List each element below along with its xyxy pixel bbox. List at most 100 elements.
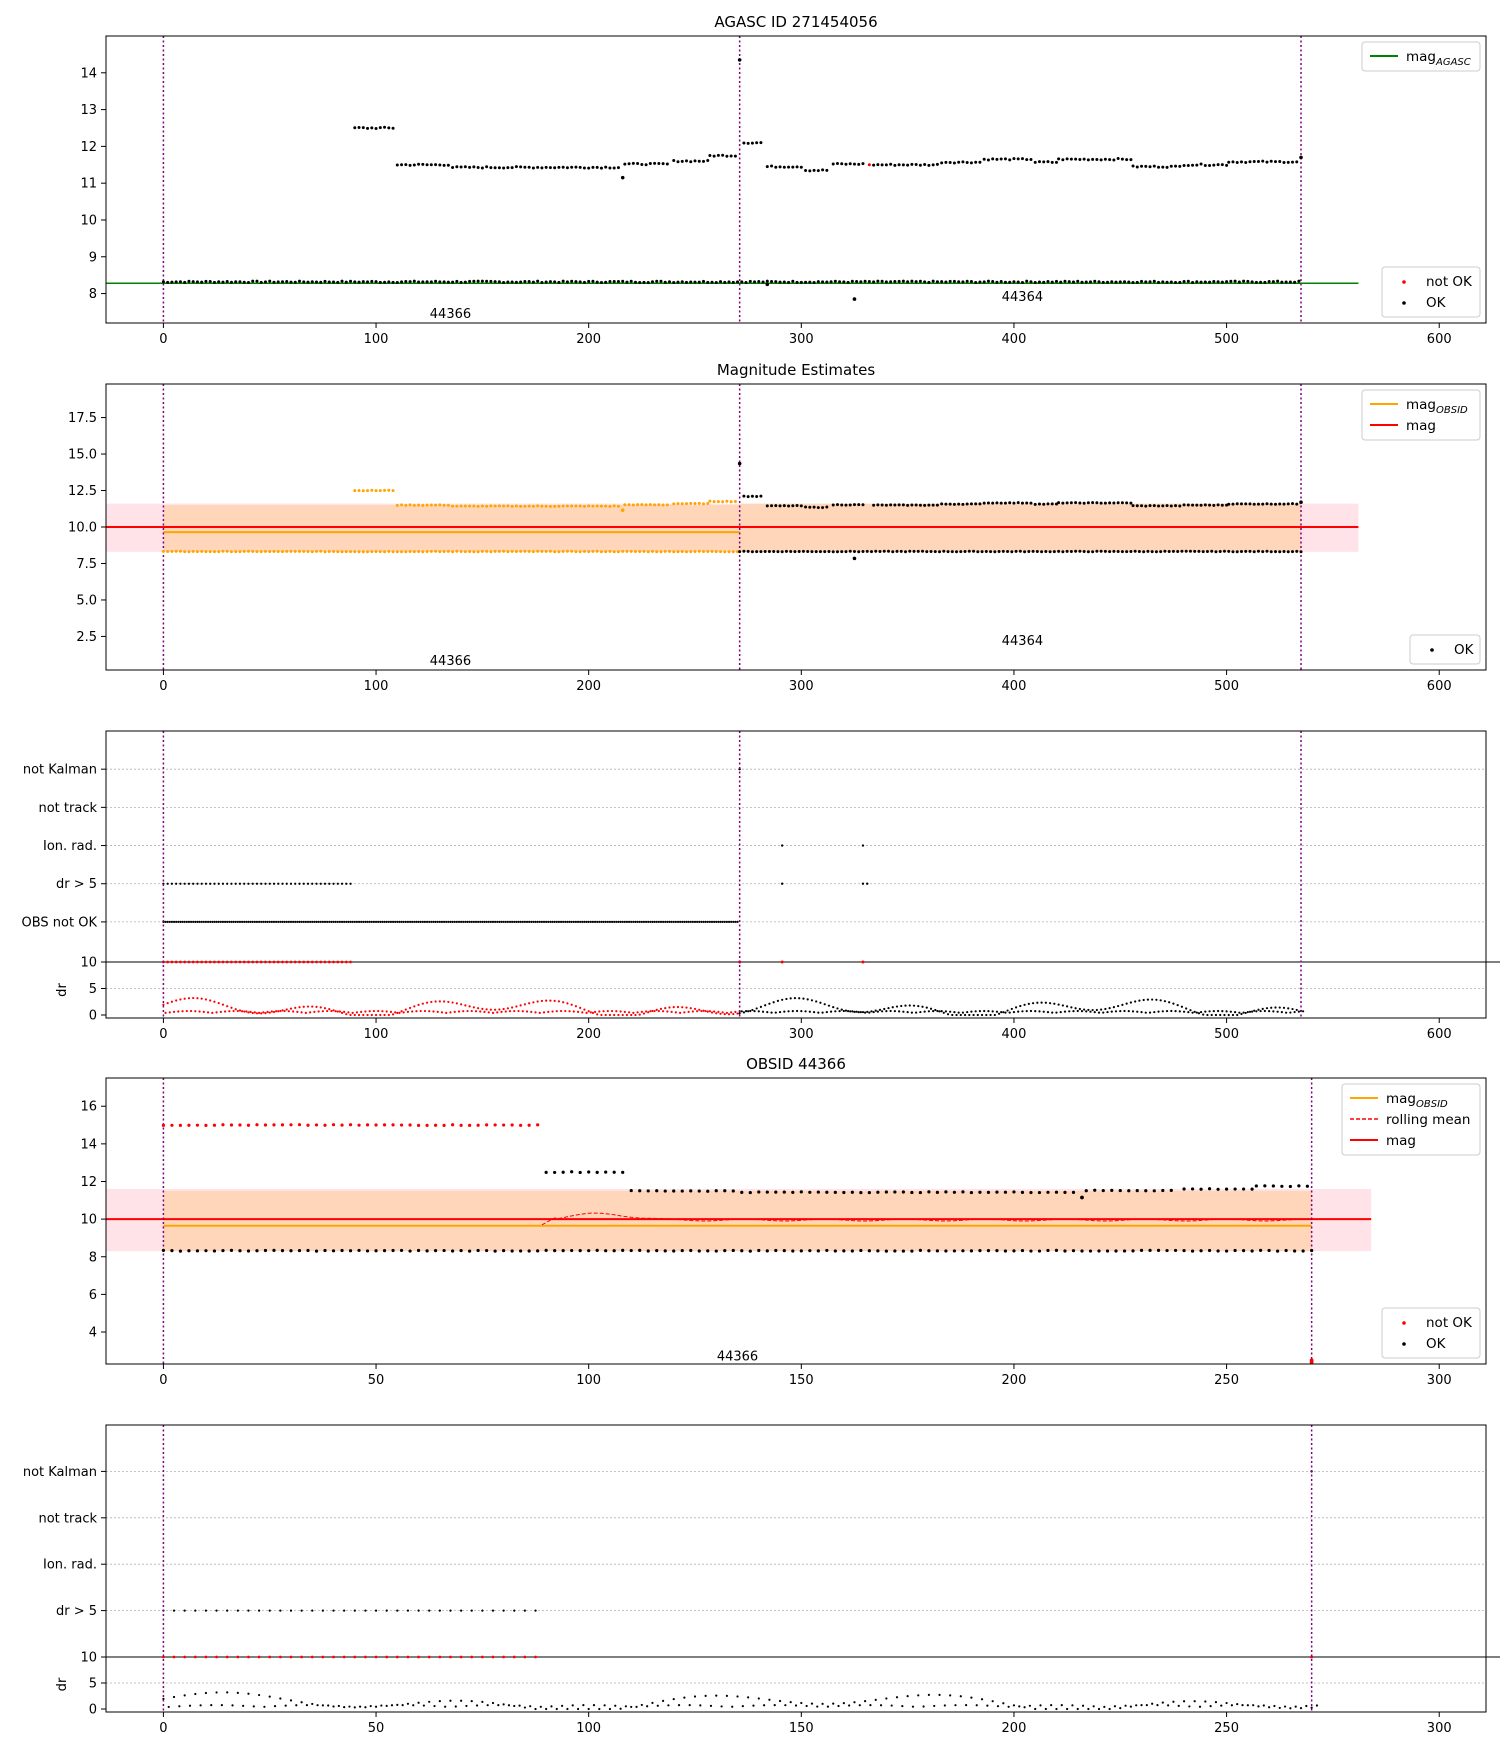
dr-point xyxy=(1172,1700,1175,1703)
data-point xyxy=(1031,549,1035,553)
data-point xyxy=(442,163,446,167)
flag-point xyxy=(396,1609,399,1612)
data-point xyxy=(770,164,774,168)
dr-point xyxy=(1202,1013,1205,1016)
dr-point xyxy=(640,1703,643,1707)
dr-point xyxy=(700,1009,703,1013)
data-point xyxy=(417,162,421,166)
flag-point xyxy=(328,882,331,885)
data-point xyxy=(1084,280,1088,284)
dr-point xyxy=(900,1004,903,1008)
dr-point xyxy=(425,1001,429,1004)
legend-label-text: mag xyxy=(1406,49,1436,65)
data-point xyxy=(986,279,990,283)
data-point xyxy=(234,550,238,554)
data-point xyxy=(1241,1249,1246,1253)
dr-point xyxy=(369,1704,372,1708)
dr-capped-point xyxy=(449,1655,452,1659)
data-point xyxy=(636,161,640,165)
dr-point xyxy=(513,1009,516,1013)
dr-point xyxy=(462,1010,465,1013)
data-point xyxy=(1140,279,1144,283)
data-point xyxy=(967,549,971,553)
data-point xyxy=(527,1123,531,1127)
dr-point xyxy=(917,1004,920,1008)
data-point xyxy=(940,161,944,165)
dr-point xyxy=(525,1010,529,1013)
x-tick-label: 250 xyxy=(1214,1721,1239,1736)
dr-point xyxy=(1061,1004,1064,1007)
data-point xyxy=(952,502,956,506)
data-point xyxy=(599,280,603,284)
y-tick-label: 15.0 xyxy=(68,448,97,463)
dr-point xyxy=(741,1705,744,1708)
x-tick-label: 200 xyxy=(576,332,601,347)
dr-point xyxy=(309,1011,312,1014)
dr-point xyxy=(949,1694,952,1697)
flag-point xyxy=(564,920,567,924)
data-point xyxy=(578,1170,582,1175)
data-point xyxy=(1161,1188,1165,1193)
data-point xyxy=(455,549,459,553)
data-point xyxy=(395,163,399,167)
dr-point xyxy=(167,1705,170,1709)
data-point xyxy=(1095,549,1099,553)
dr-point xyxy=(1070,1006,1073,1009)
dr-point xyxy=(460,1699,463,1702)
data-point xyxy=(857,550,861,554)
dr-point xyxy=(247,1692,250,1695)
flag-point xyxy=(568,920,571,924)
data-point xyxy=(865,549,869,553)
data-point xyxy=(738,550,742,554)
data-point xyxy=(835,161,839,165)
flag-point xyxy=(234,882,237,885)
data-point xyxy=(195,1249,200,1253)
dr-point xyxy=(555,1707,558,1711)
legend-label: magOBSID xyxy=(1386,1091,1448,1110)
data-point xyxy=(612,166,616,170)
data-point xyxy=(929,550,933,554)
dr-point xyxy=(451,1001,454,1004)
data-point xyxy=(476,165,480,169)
data-point xyxy=(702,502,706,506)
dr-point xyxy=(1021,1010,1024,1013)
data-point xyxy=(553,550,557,554)
data-point xyxy=(1071,1249,1076,1253)
data-point xyxy=(387,488,391,492)
dr-point xyxy=(249,1010,252,1013)
data-point xyxy=(978,280,982,284)
data-point xyxy=(663,1189,667,1193)
flag-point xyxy=(353,1609,356,1612)
flag-point xyxy=(400,920,403,924)
dr-point xyxy=(1161,1010,1164,1013)
dr-point xyxy=(800,1701,803,1705)
data-point xyxy=(1252,550,1256,554)
data-point xyxy=(502,1249,506,1253)
legend: magAGASC xyxy=(1361,41,1481,72)
flag-point xyxy=(349,882,352,885)
dr-point xyxy=(1310,1706,1313,1709)
data-point xyxy=(1101,1188,1105,1193)
data-point xyxy=(502,280,506,284)
dr-point xyxy=(406,1010,410,1013)
dr-point xyxy=(774,1011,777,1014)
flag-point xyxy=(385,1609,388,1612)
dr-point xyxy=(596,1013,599,1016)
dr-point xyxy=(874,1009,877,1012)
data-point xyxy=(383,550,387,554)
data-point xyxy=(531,550,535,554)
dr-point xyxy=(1085,1010,1088,1013)
data-point xyxy=(1088,280,1092,284)
flag-point xyxy=(257,920,261,924)
data-point xyxy=(412,550,416,554)
data-point xyxy=(808,280,812,284)
dr-point xyxy=(1138,999,1141,1002)
data-point xyxy=(1286,550,1290,554)
dr-point xyxy=(885,1009,888,1013)
data-point xyxy=(553,504,557,508)
data-point xyxy=(1006,550,1010,554)
data-point xyxy=(940,280,944,284)
flag-point xyxy=(487,920,490,924)
data-point xyxy=(251,549,255,553)
data-point xyxy=(259,280,263,284)
